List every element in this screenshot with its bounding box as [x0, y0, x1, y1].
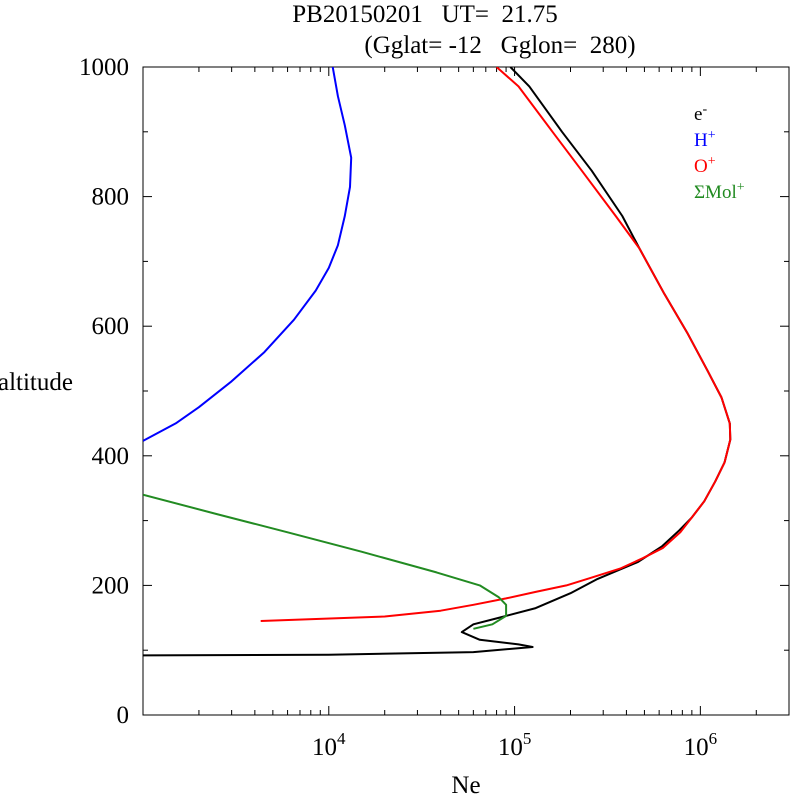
- legend: e- H+ O+ ΣMol+: [694, 102, 745, 203]
- y-tick-label: 800: [92, 184, 130, 211]
- x-tick-label: 104: [312, 729, 346, 761]
- y-tick-label: 0: [117, 702, 130, 729]
- series-line-mol: [143, 493, 508, 630]
- x-axis-label: Ne: [451, 772, 480, 796]
- chart-title-line2: (Gglat= -12 Gglon= 280): [364, 32, 635, 59]
- series-line-h: [143, 67, 353, 442]
- series-line-o: [260, 67, 732, 622]
- x-tick-label: 105: [498, 729, 532, 761]
- x-axis-ticks: 104 105 106: [142, 67, 790, 761]
- legend-entry-h: H+: [694, 128, 716, 151]
- legend-entry-e: e-: [694, 102, 707, 125]
- chart-title-line1: PB20150201 UT= 21.75: [292, 1, 558, 28]
- x-tick-label: 106: [684, 729, 718, 761]
- y-axis-ticks: 0 200 400 600 800 1000: [79, 54, 789, 729]
- y-tick-label: 1000: [79, 54, 129, 81]
- legend-entry-mol: ΣMol+: [694, 180, 745, 203]
- y-tick-label: 200: [92, 572, 130, 599]
- legend-entry-o: O+: [694, 154, 716, 177]
- series-lines: [143, 67, 732, 657]
- series-line-e: [143, 67, 732, 657]
- y-axis-label: altitude: [0, 369, 73, 396]
- plot-frame: [142, 66, 790, 716]
- y-tick-label: 400: [92, 443, 130, 470]
- y-tick-label: 600: [92, 313, 130, 340]
